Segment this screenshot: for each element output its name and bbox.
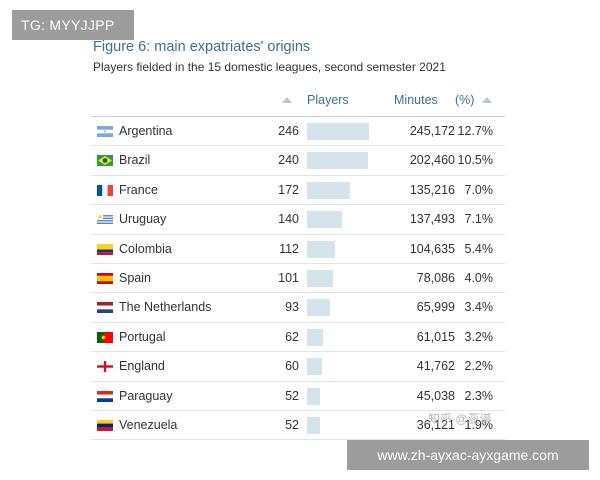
table-row: Uruguay 140 137,493 7.1%: [91, 205, 505, 235]
paraguay-flag-icon: [97, 390, 113, 402]
minutes-cell: 202,460: [409, 153, 455, 168]
zhihu-watermark: 知乎 @亚谱: [428, 412, 492, 426]
players-bar: [307, 299, 331, 317]
players-bar: [307, 416, 321, 434]
table-row: The Netherlands 93 65,999 3.4%: [91, 293, 505, 323]
table-row: Spain 101 78,086 4.0%: [91, 264, 505, 294]
table-row: Venezuela 52 36,121 1.9%: [91, 411, 505, 441]
percent-cell: 10.5%: [457, 153, 493, 168]
argentina-flag-icon: [97, 126, 113, 137]
minutes-cell: 245,172: [409, 124, 455, 138]
country-cell: Brazil: [119, 153, 151, 168]
england-flag-icon: [97, 361, 113, 373]
players-bar: [307, 123, 369, 140]
minutes-cell: 137,493: [409, 212, 455, 227]
players-cell: 62: [285, 329, 299, 344]
netherlands-flag-icon: [97, 302, 113, 314]
sort-up-icon[interactable]: [482, 97, 492, 103]
players-bar: [307, 269, 333, 287]
country-cell: Uruguay: [119, 212, 167, 227]
percent-cell: 2.2%: [464, 359, 494, 374]
uruguay-flag-icon: [97, 214, 113, 226]
country-cell: Venezuela: [119, 417, 178, 432]
minutes-cell: 36,121: [416, 417, 455, 432]
country-cell: England: [119, 359, 165, 374]
players-cell: 140: [278, 212, 299, 227]
percent-cell: 5.4%: [464, 241, 494, 256]
percent-column-header[interactable]: (%): [455, 93, 475, 107]
players-cell: 52: [285, 388, 299, 403]
players-bar: [307, 211, 343, 229]
france-flag-icon: [97, 184, 113, 196]
players-cell: 101: [278, 270, 299, 285]
percent-cell: 3.4%: [464, 300, 494, 315]
country-cell: Paraguay: [119, 388, 173, 403]
percent-cell: 7.1%: [464, 212, 494, 227]
percent-cell: 12.7%: [457, 124, 493, 138]
players-cell: 172: [278, 182, 299, 197]
table-row: England 60 41,762 2.2%: [91, 352, 505, 382]
brazil-flag-icon: [97, 155, 113, 167]
players-cell: 52: [285, 417, 299, 432]
minutes-cell: 65,999: [416, 300, 455, 315]
top-watermark-label: TG: MYYJJPP: [12, 10, 134, 40]
table-header: Players Minutes (%): [93, 90, 505, 112]
players-cell: 60: [285, 359, 299, 374]
country-cell: Portugal: [119, 329, 166, 344]
url-watermark-label: www.zh-ayxac-ayxgame.com: [347, 440, 589, 470]
players-bar: [307, 358, 323, 376]
percent-cell: 7.0%: [464, 182, 494, 197]
data-table: Argentina 246 245,172 12.7% Brazil 240 202,460…: [91, 116, 505, 441]
table-row: Colombia 112 104,635 5.4%: [91, 235, 505, 264]
figure-title: Figure 6: main expatriates' origins: [93, 39, 311, 55]
minutes-cell: 61,015: [416, 329, 455, 344]
players-cell: 246: [278, 124, 299, 138]
minutes-cell: 41,762: [416, 359, 455, 374]
table-row: France 172 135,216 7.0%: [91, 176, 505, 206]
players-cell: 112: [279, 241, 299, 256]
minutes-cell: 45,038: [416, 388, 455, 403]
percent-cell: 2.3%: [464, 388, 494, 403]
country-cell: Colombia: [119, 241, 172, 256]
figure-subtitle: Players fielded in the 15 domestic leagu…: [93, 60, 446, 74]
players-cell: 93: [285, 300, 299, 315]
venezuela-flag-icon: [97, 419, 113, 431]
players-bar: [307, 387, 321, 405]
sort-up-icon[interactable]: [282, 97, 292, 103]
table-row: Portugal 62 61,015 3.2%: [91, 323, 505, 353]
percent-cell: 4.0%: [464, 270, 494, 285]
players-bar: [307, 240, 336, 258]
players-bar: [307, 328, 323, 346]
percent-cell: 3.2%: [464, 329, 494, 344]
country-cell: Spain: [119, 270, 151, 285]
players-bar: [307, 152, 368, 170]
colombia-flag-icon: [97, 243, 113, 255]
players-bar: [307, 181, 351, 199]
country-cell: Argentina: [119, 124, 173, 138]
table-row: Brazil 240 202,460 10.5%: [91, 146, 505, 176]
country-cell: The Netherlands: [119, 300, 212, 315]
table-row: Paraguay 52 45,038 2.3%: [91, 382, 505, 411]
minutes-column-header[interactable]: Minutes: [394, 93, 438, 107]
spain-flag-icon: [97, 272, 113, 284]
table-row: Argentina 246 245,172 12.7%: [91, 117, 505, 147]
players-column-header[interactable]: Players: [307, 93, 349, 107]
players-cell: 240: [278, 153, 299, 168]
minutes-cell: 78,086: [416, 270, 455, 285]
percent-cell: 1.9%: [464, 417, 494, 432]
country-cell: France: [119, 182, 158, 197]
portugal-flag-icon: [97, 331, 113, 343]
minutes-cell: 104,635: [409, 241, 455, 256]
minutes-cell: 135,216: [409, 182, 455, 197]
